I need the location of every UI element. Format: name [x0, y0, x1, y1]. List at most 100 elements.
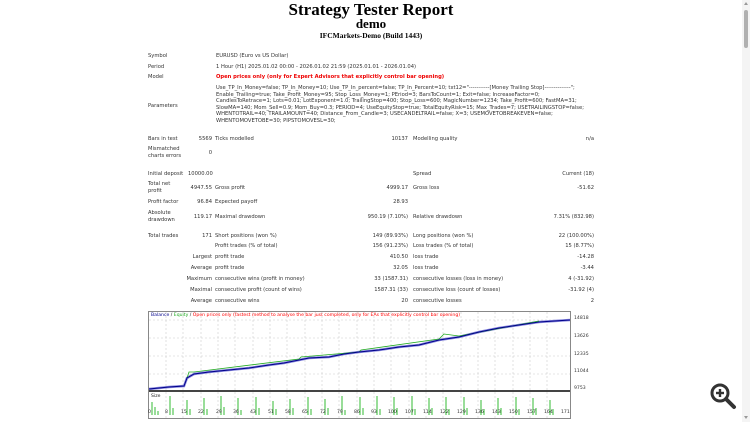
x-tick: 100	[388, 410, 397, 415]
server-info: IFCMarkets-Demo (Build 1443)	[319, 31, 423, 40]
gross-loss-value: -51.62	[577, 185, 594, 191]
x-tick: 122	[440, 410, 449, 415]
x-tick: 114	[423, 410, 432, 415]
short-value: 149 (89.93%)	[372, 233, 408, 239]
short-label: Short positions (won %)	[215, 233, 277, 239]
x-tick: 129	[457, 410, 466, 415]
model-value: Open prices only (only for Expert Adviso…	[216, 74, 445, 80]
x-tick: 22	[198, 410, 204, 415]
deposit-label: Initial deposit	[148, 171, 184, 177]
x-tick: 164	[544, 410, 553, 415]
maximal-profit-label: consecutive profit (count of wins)	[215, 287, 302, 293]
size-label: Size	[151, 394, 161, 399]
report-title: Strategy Tester Report	[288, 0, 454, 19]
x-tick: 143	[492, 410, 501, 415]
symbol-value: EURUSD (Euro vs US Dollar)	[216, 53, 289, 59]
avg-profit-value: 32.05	[393, 265, 408, 271]
ticks-value: 10137	[391, 136, 408, 142]
maximal-profit-value: 1587.31 (33)	[374, 287, 408, 293]
zoom-in-button[interactable]	[708, 381, 738, 411]
largest-loss-label: loss trade	[413, 254, 439, 260]
quality-label: Modelling quality	[413, 136, 458, 142]
x-tick: 136	[475, 410, 484, 415]
loss-trades-label: Loss trades (% of total)	[413, 243, 474, 249]
gross-profit-value: 4999.17	[386, 185, 408, 191]
deposit-value: 10000.00	[188, 171, 213, 177]
largest-label: Largest	[192, 254, 212, 260]
param-line: WHENTOTRAIL=40; TRAILAMOUNT=40; Distance…	[216, 111, 553, 117]
period-value: 1 Hour (H1) 2025.01.02 00:00 - 2026.01.0…	[216, 64, 417, 70]
scroll-up-icon[interactable]	[744, 2, 748, 5]
quality-value: n/a	[585, 136, 594, 142]
average-label: Average	[190, 265, 212, 271]
x-tick: 93	[371, 410, 377, 415]
x-tick: 150	[509, 410, 518, 415]
maximal-loss-label: consecutive loss (count of losses)	[413, 287, 501, 293]
x-tick: 79	[337, 410, 343, 415]
largest-profit-label: profit trade	[215, 254, 245, 260]
x-tick: 0	[148, 410, 151, 415]
avg-loss-value: -3.44	[580, 265, 594, 271]
x-tick: 86	[354, 410, 360, 415]
y-tick: 9753	[574, 386, 586, 391]
maximal-label: Maximal	[190, 287, 212, 293]
payoff-value: 28.93	[393, 199, 408, 205]
long-value: 22 (100.00%)	[558, 233, 594, 239]
scroll-down-icon[interactable]	[744, 416, 748, 419]
trades-value: 171	[202, 233, 212, 239]
largest-profit-value: 410.50	[389, 254, 408, 260]
param-line: Enable_Trailing=true; Take_Profit_Money=…	[216, 91, 540, 98]
chart-legend: Balance / Equity / Open prices only (fas…	[151, 313, 461, 318]
scrollbar-thumb[interactable]	[744, 10, 748, 48]
mismatch-value: 0	[208, 150, 212, 156]
x-tick: 51	[268, 410, 274, 415]
x-tick: 72	[320, 410, 326, 415]
x-tick: 58	[285, 410, 291, 415]
average2-label: Average	[190, 298, 212, 304]
y-tick: 13626	[574, 334, 589, 339]
profit-trades-value: 156 (91.23%)	[372, 243, 408, 249]
legend-balance: Balance	[151, 313, 170, 318]
max-dd-label: Maximal drawdown	[215, 214, 266, 220]
avg-cons-losses-label: consecutive losses	[413, 298, 462, 304]
balance-chart: Balance / Equity / Open prices only (fas…	[148, 311, 571, 419]
abs-dd-label: Absolute drawdown	[148, 210, 175, 223]
largest-loss-value: -14.28	[577, 254, 594, 260]
spread-label: Spread	[413, 171, 432, 177]
profit-factor-value: 96.84	[197, 199, 212, 205]
bars-label: Bars in test	[148, 136, 178, 142]
avg-cons-losses-value: 2	[590, 298, 594, 304]
payoff-label: Expected payoff	[215, 199, 258, 205]
avg-cons-wins-label: consecutive wins	[215, 298, 260, 304]
trades-label: Total trades	[148, 233, 179, 239]
x-tick: 171	[561, 410, 570, 415]
symbol-label: Symbol	[148, 53, 168, 59]
mismatch-label: Mismatched charts errors	[148, 146, 182, 159]
parameters-label: Parameters	[148, 103, 178, 109]
x-tick: 15	[181, 410, 187, 415]
net-profit-value: 4947.55	[190, 185, 212, 191]
legend-note: Open prices only (fastest method to anal…	[192, 313, 461, 318]
x-tick: 157	[527, 410, 536, 415]
y-tick: 14818	[574, 316, 589, 321]
x-tick: 36	[233, 410, 239, 415]
x-tick: 43	[250, 410, 256, 415]
profit-trades-label: Profit trades (% of total)	[215, 243, 278, 249]
x-tick: 29	[216, 410, 222, 415]
y-tick: 12335	[574, 352, 589, 357]
x-tick: 107	[405, 410, 414, 415]
rel-dd-value: 7.31% (832.98)	[553, 214, 594, 220]
param-line: CandlesToRetrace=1; Lots=0.01; LotExpone…	[216, 98, 577, 104]
max-cons-wins-label: consecutive wins (profit in money)	[215, 276, 305, 282]
maximum-label: Maximum	[186, 276, 212, 282]
param-line: WHENTOMOVETOBE=30; PIPSTOMOVESL=30;	[216, 117, 336, 124]
gross-loss-label: Gross loss	[413, 185, 440, 191]
vertical-scrollbar[interactable]	[742, 0, 750, 422]
avg-profit-label: profit trade	[215, 265, 245, 271]
period-label: Period	[148, 64, 165, 70]
legend-equity: Equity	[173, 313, 189, 318]
loss-trades-value: 15 (8.77%)	[565, 243, 594, 249]
max-cons-losses-value: 4 (-31.92)	[568, 276, 594, 282]
avg-cons-wins-value: 20	[401, 298, 408, 304]
